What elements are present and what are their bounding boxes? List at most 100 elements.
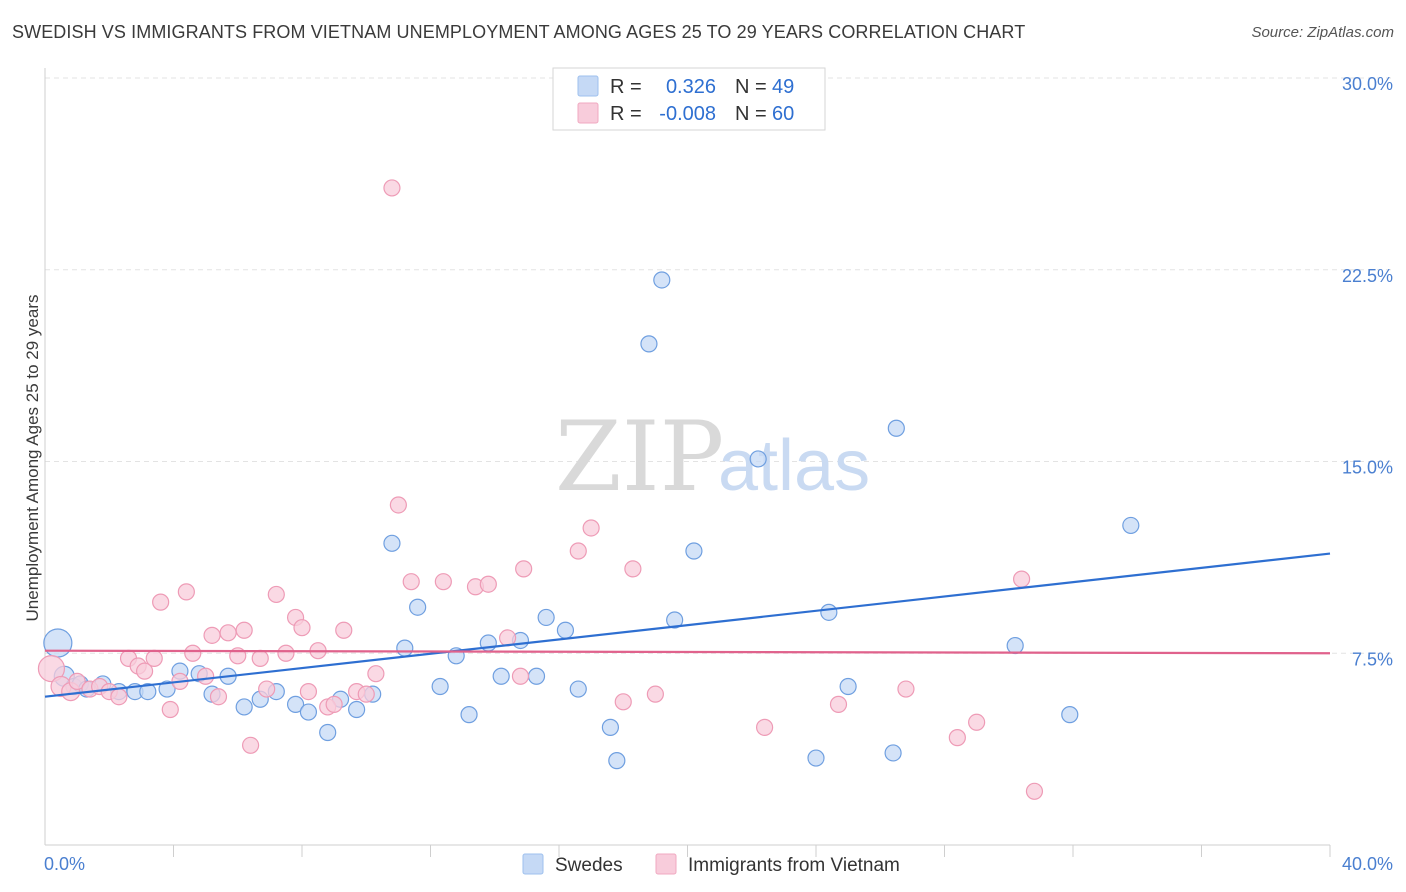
vietnam-point [614, 693, 632, 711]
swedes-point [396, 639, 414, 657]
swedes-point [319, 723, 337, 742]
stats-r-label-swedes: R = [610, 76, 642, 98]
vietnam-point [569, 542, 587, 560]
vietnam-point [277, 644, 295, 662]
swedes-point [409, 598, 427, 616]
vietnam-point [357, 685, 375, 703]
stats-r-value-vietnam: -0.008 [659, 103, 716, 125]
stats-legend: R = 0.326 N = 49 R = -0.008 N = 60 [552, 67, 826, 131]
swedes-point [820, 603, 838, 621]
swedes-point [492, 667, 510, 685]
vietnam-trend-line [44, 649, 1331, 655]
watermark-atlas: atlas [718, 426, 870, 506]
vietnam-point [184, 644, 202, 662]
swedes-point [158, 680, 176, 698]
vietnam-point [177, 583, 195, 601]
vietnam-point [37, 654, 66, 683]
vietnam-point [948, 729, 966, 747]
swedes-point [839, 677, 857, 696]
vietnam-point [110, 688, 128, 706]
vietnam-point [1025, 782, 1044, 800]
vietnam-point [251, 649, 269, 667]
vietnam-point [242, 736, 260, 754]
swedes-point [286, 695, 305, 713]
legend-label-vietnam: Immigrants from Vietnam [688, 855, 900, 876]
swedes-point [807, 749, 825, 767]
vietnam-point [145, 649, 163, 667]
swedes-point [1061, 706, 1079, 724]
vietnam-point [161, 700, 179, 719]
vietnam-point [325, 695, 343, 713]
y-tick-label: 30.0% [1342, 74, 1393, 94]
vietnam-point [479, 575, 497, 593]
swedes-point [608, 752, 626, 770]
swedes-point [666, 611, 684, 629]
vietnam-point [267, 585, 285, 604]
x-tick-label-min: 0.0% [44, 854, 85, 874]
swedes-point [685, 542, 703, 560]
vietnam-point [383, 179, 401, 197]
swedes-point [884, 744, 902, 762]
ticks-layer: 7.5% 15.0% 22.5% 30.0% 0.0% 40.0% [44, 74, 1393, 874]
vietnam-point [897, 680, 915, 698]
vietnam-point [367, 665, 385, 683]
swedes-point [640, 335, 658, 353]
stats-n-value-swedes: 49 [772, 76, 794, 98]
y-axis-label: Unemployment Among Ages 25 to 29 years [23, 295, 42, 622]
stats-legend-swatch-vietnam [577, 102, 599, 124]
vietnam-point [829, 695, 848, 713]
vietnam-point [515, 560, 533, 578]
vietnam-point [755, 718, 774, 736]
y-tick-label: 7.5% [1352, 649, 1393, 669]
series-legend: Swedes Immigrants from Vietnam [522, 853, 900, 876]
vietnam-point [152, 593, 170, 611]
stats-r-label-vietnam: R = [610, 103, 642, 125]
vietnam-point [624, 560, 642, 578]
stats-n-label-vietnam: N = [735, 103, 767, 125]
vietnam-point [299, 682, 318, 701]
swedes-point [235, 698, 253, 716]
axis-layer [44, 68, 1331, 857]
swedes-point [527, 667, 546, 685]
grid-layer [45, 77, 1393, 654]
vietnam-point [258, 680, 276, 698]
swedes-point [460, 706, 478, 724]
stats-r-value-swedes: 0.326 [666, 76, 716, 98]
vietnam-point [434, 573, 452, 591]
swedes-point [569, 680, 587, 698]
vietnam-point [203, 626, 221, 644]
y-tick-label: 22.5% [1342, 266, 1393, 286]
x-tick-label-max: 40.0% [1342, 854, 1393, 874]
vietnam-point [135, 662, 154, 680]
swedes-point [537, 608, 555, 627]
vietnam-point [293, 619, 311, 637]
legend-swatch-swedes [522, 853, 544, 875]
trend-lines [44, 552, 1331, 698]
vietnam-point [968, 713, 986, 731]
swedes-point [556, 621, 575, 639]
vietnam-point [219, 624, 237, 642]
watermark-zip: ZIP [555, 401, 724, 513]
vietnam-point [335, 621, 353, 639]
vietnam-point [402, 573, 420, 591]
vietnam-point [511, 667, 530, 685]
vietnam-point [582, 519, 600, 537]
y-tick-label: 15.0% [1342, 458, 1393, 478]
vietnam-point [1012, 570, 1031, 588]
source-label: Source: ZipAtlas.com [1251, 24, 1394, 41]
vietnam-point [197, 667, 215, 685]
swedes-point [887, 419, 905, 437]
swedes-point [749, 450, 767, 468]
vietnam-point [68, 672, 86, 690]
swedes-point [383, 534, 401, 552]
legend-swatch-vietnam [655, 853, 677, 875]
legend-label-swedes: Swedes [555, 855, 623, 876]
swedes-point [1006, 636, 1024, 655]
vietnam-point [235, 621, 253, 639]
vietnam-point [646, 685, 664, 703]
stats-n-label-swedes: N = [735, 76, 767, 98]
swedes-point [653, 271, 671, 289]
swedes-point [348, 700, 366, 719]
swedes-point [431, 677, 449, 696]
